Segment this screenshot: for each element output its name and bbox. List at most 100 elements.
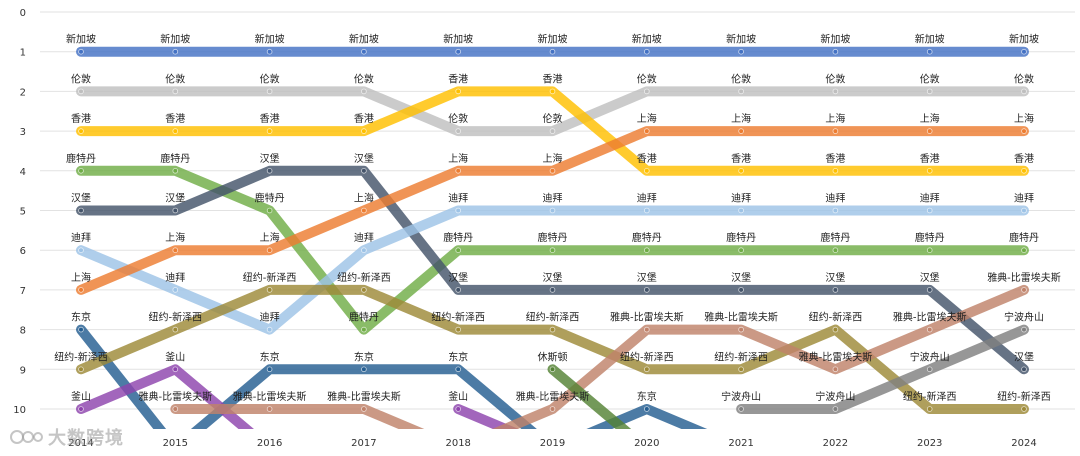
data-label: 汉堡 xyxy=(731,271,751,284)
data-point xyxy=(549,88,556,95)
series-汉堡 xyxy=(76,165,1029,375)
x-tick-label: 2021 xyxy=(728,438,753,449)
data-point xyxy=(172,207,179,214)
series-新加坡 xyxy=(76,46,1029,57)
data-point xyxy=(78,366,84,373)
data-point xyxy=(172,366,179,373)
data-label: 上海 xyxy=(71,271,91,284)
data-label: 上海 xyxy=(920,112,940,125)
data-point xyxy=(361,247,367,254)
data-point xyxy=(361,326,367,333)
x-tick-label: 2020 xyxy=(634,438,659,449)
data-label: 伦敦 xyxy=(637,72,657,85)
data-point xyxy=(361,168,367,174)
x-tick-label: 2018 xyxy=(445,438,470,449)
data-label: 雅典-比雷埃夫斯 xyxy=(799,350,873,363)
data-point xyxy=(1021,48,1027,55)
data-label: 迪拜 xyxy=(260,312,280,324)
data-label: 新加坡 xyxy=(538,33,568,46)
data-label: 雅典-比雷埃夫斯 xyxy=(138,390,212,403)
data-point xyxy=(455,48,462,55)
data-point xyxy=(926,287,933,293)
series-line xyxy=(547,364,632,429)
data-point xyxy=(1021,88,1027,95)
data-point xyxy=(738,48,744,55)
data-point xyxy=(78,247,84,254)
data-point xyxy=(78,406,84,412)
data-label: 雅典-比雷埃夫斯 xyxy=(327,390,401,403)
data-label: 新加坡 xyxy=(820,33,850,46)
data-point xyxy=(172,88,179,95)
data-point xyxy=(172,406,179,412)
series-鹿特丹 xyxy=(76,165,1029,335)
data-label: 上海 xyxy=(354,192,374,205)
data-point xyxy=(78,207,84,214)
data-point xyxy=(832,48,839,55)
data-point xyxy=(78,287,84,293)
data-label: 汉堡 xyxy=(920,271,940,284)
series-东京 xyxy=(76,324,708,429)
data-point xyxy=(266,207,273,214)
data-label: 汉堡 xyxy=(448,271,468,284)
data-point xyxy=(361,406,367,412)
data-point xyxy=(78,48,84,55)
data-label: 香港 xyxy=(637,153,657,165)
data-label: 香港 xyxy=(260,113,280,125)
data-point xyxy=(1021,406,1027,412)
data-label: 纽约-新泽西 xyxy=(809,311,863,324)
data-label: 宁波舟山 xyxy=(1004,311,1044,324)
data-point xyxy=(172,326,179,333)
data-point xyxy=(549,247,556,254)
data-point xyxy=(926,406,933,412)
data-label: 新加坡 xyxy=(726,33,756,46)
data-label: 迪拜 xyxy=(354,232,374,244)
data-label: 香港 xyxy=(825,153,845,165)
data-label: 纽约-新泽西 xyxy=(243,271,297,284)
data-label: 休斯顿 xyxy=(538,350,568,363)
data-label: 香港 xyxy=(165,113,185,125)
x-tick-label: 2015 xyxy=(163,438,188,449)
data-point xyxy=(832,168,839,174)
data-point xyxy=(455,88,462,95)
x-tick-label: 2023 xyxy=(917,438,942,449)
data-label: 香港 xyxy=(1014,153,1034,165)
data-point xyxy=(832,128,839,134)
x-tick-label: 2022 xyxy=(823,438,848,449)
data-label: 汉堡 xyxy=(260,152,280,165)
data-point xyxy=(549,326,556,333)
data-label: 雅典-比雷埃夫斯 xyxy=(610,311,684,324)
data-point xyxy=(549,287,556,293)
data-point xyxy=(832,326,839,333)
data-label: 汉堡 xyxy=(165,192,185,205)
data-point xyxy=(1021,128,1027,134)
data-label: 新加坡 xyxy=(349,33,379,46)
data-label: 上海 xyxy=(825,112,845,125)
data-point xyxy=(361,48,367,55)
data-point xyxy=(832,207,839,214)
data-point xyxy=(926,247,933,254)
data-label: 香港 xyxy=(448,73,468,85)
data-label: 汉堡 xyxy=(543,271,563,284)
data-label: 汉堡 xyxy=(71,192,91,205)
data-point xyxy=(361,207,367,214)
data-point xyxy=(266,128,273,134)
data-label: 釜山 xyxy=(71,390,91,403)
data-point xyxy=(643,406,650,412)
data-label: 新加坡 xyxy=(255,33,285,46)
data-point xyxy=(455,247,462,254)
data-label: 鹿特丹 xyxy=(349,311,379,324)
y-tick-label: 4 xyxy=(20,167,26,178)
data-label: 迪拜 xyxy=(543,193,563,205)
data-point xyxy=(266,366,273,373)
data-label: 新加坡 xyxy=(66,33,96,46)
x-tick-label: 2016 xyxy=(257,438,282,449)
data-point xyxy=(738,168,744,174)
data-point xyxy=(78,326,84,333)
data-label: 伦敦 xyxy=(165,72,185,85)
watermark-text: 大数跨境 xyxy=(48,428,124,449)
data-label: 雅典-比雷埃夫斯 xyxy=(987,271,1061,284)
data-label: 上海 xyxy=(1014,112,1034,125)
data-label: 釜山 xyxy=(165,350,185,363)
data-point xyxy=(832,406,839,412)
